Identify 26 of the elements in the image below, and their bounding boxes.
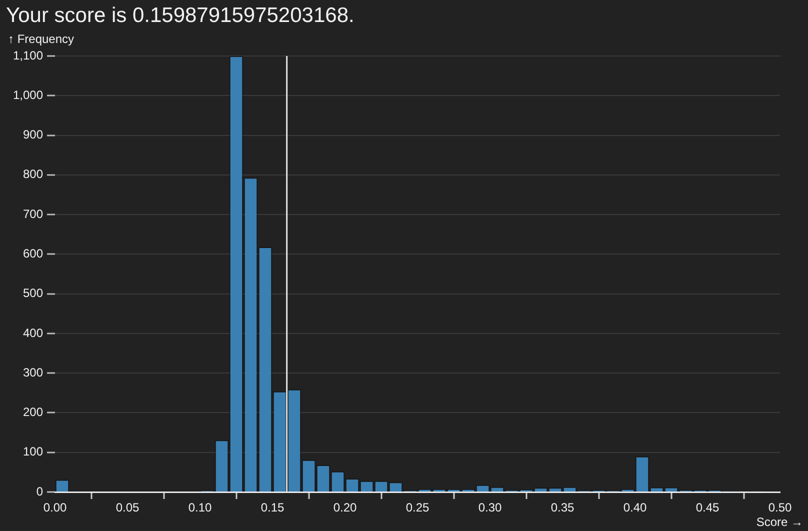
chart-title: Your score is 0.15987915975203168. (6, 4, 354, 27)
y-tick-label: 700 (22, 206, 44, 221)
x-tick-label: 0.15 (260, 500, 284, 515)
y-tick-label: 200 (22, 405, 44, 420)
x-tick-label: 0.10 (188, 500, 212, 515)
y-tick-label: 100 (22, 444, 44, 459)
y-tick-label: 800 (22, 167, 44, 182)
x-tick-label: 0.05 (116, 500, 140, 515)
x-axis-title: Score → (756, 515, 803, 529)
y-tick-label: 600 (22, 246, 44, 260)
y-tick-label: 0 (36, 484, 44, 498)
y-axis-title: ↑ Frequency (8, 32, 74, 46)
x-tick-label: 0.30 (478, 500, 502, 515)
x-tick-label: 0.40 (623, 500, 647, 515)
y-tick-label: 300 (22, 365, 44, 380)
y-tick-label: 1,100 (12, 48, 44, 62)
y-tick-label: 500 (22, 286, 44, 300)
x-tick-label: 0.20 (333, 500, 357, 515)
y-tick-label: 900 (22, 128, 44, 142)
y-tick-label: 400 (22, 326, 44, 340)
x-tick-label: 0.50 (768, 500, 792, 515)
x-tick-label: 0.35 (550, 500, 574, 515)
x-tick-label: 0.45 (696, 500, 720, 515)
y-tick-label: 1,000 (12, 88, 44, 102)
x-tick-label: 0.25 (406, 500, 430, 515)
x-tick-label: 0.00 (43, 500, 67, 515)
